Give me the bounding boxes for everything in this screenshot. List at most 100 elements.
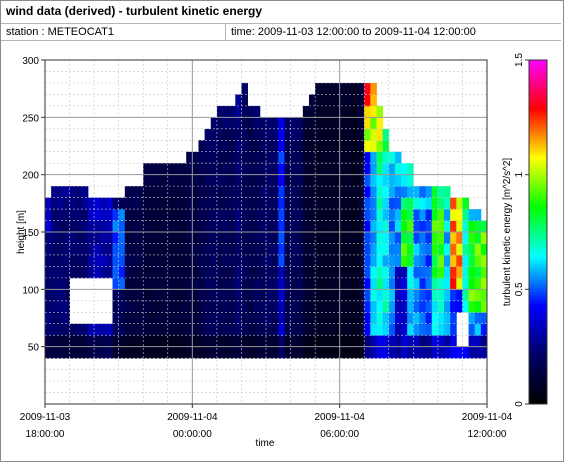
heatmap-cell (394, 209, 402, 221)
heatmap-cell (431, 312, 439, 325)
heatmap-cell (302, 209, 310, 221)
heatmap-cell (192, 300, 199, 313)
heatmap-cell (204, 209, 212, 221)
heatmap-cell (327, 94, 334, 107)
heatmap-cell (358, 312, 365, 325)
heatmap-cell (155, 174, 163, 187)
heatmap-cell (186, 220, 193, 233)
heatmap-cell (474, 277, 482, 290)
heatmap-cell (235, 289, 242, 302)
heatmap-cell (351, 94, 359, 107)
heatmap-cell (345, 197, 353, 210)
heatmap-cell (431, 300, 439, 313)
heatmap-cell (364, 94, 371, 107)
heatmap-cell (235, 220, 242, 233)
heatmap-cell (296, 323, 304, 336)
heatmap-cell (63, 323, 70, 336)
heatmap-cell (431, 186, 439, 198)
heatmap-cell (364, 323, 371, 336)
heatmap-cell (284, 243, 291, 256)
heatmap-cell (272, 289, 279, 302)
heatmap-cell (315, 140, 322, 153)
heatmap-cell (112, 335, 120, 348)
heatmap-cell (223, 209, 230, 221)
heatmap-cell (143, 163, 150, 176)
heatmap-cell (106, 346, 113, 359)
heatmap-cell (161, 266, 169, 279)
heatmap-cell (382, 151, 390, 164)
heatmap-cell (290, 243, 298, 256)
heatmap-cell (247, 128, 255, 141)
heatmap-cell (401, 335, 408, 348)
heatmap-cell (161, 300, 169, 313)
heatmap-cell (130, 197, 138, 210)
heatmap-cell (290, 151, 298, 164)
heatmap-cell (308, 266, 316, 279)
heatmap-cell (210, 243, 218, 256)
heatmap-cell (437, 220, 445, 233)
heatmap-cell (235, 312, 242, 325)
heatmap-cell (351, 277, 359, 290)
heatmap-cell (345, 266, 353, 279)
heatmap-cell (327, 105, 334, 118)
heatmap-cell (333, 117, 341, 130)
heatmap-cell (204, 220, 212, 233)
heatmap-cell (401, 209, 408, 221)
heatmap-cell (284, 186, 291, 198)
heatmap-cell (69, 197, 77, 210)
heatmap-cell (419, 277, 427, 290)
heatmap-cell (308, 346, 316, 359)
y-tick-label: 50 (28, 343, 40, 354)
heatmap-cell (241, 266, 248, 279)
heatmap-cell (247, 117, 255, 130)
heatmap-cell (308, 140, 316, 153)
heatmap-cell (112, 232, 120, 244)
heatmap-cell (364, 140, 371, 153)
heatmap-cell (167, 277, 175, 290)
heatmap-cell (247, 243, 255, 256)
heatmap-cell (456, 277, 463, 290)
heatmap-cell (229, 300, 236, 313)
heatmap-cell (253, 346, 261, 359)
heatmap-cell (247, 232, 255, 244)
heatmap-cell (229, 346, 236, 359)
heatmap-cell (192, 289, 199, 302)
heatmap-cell (180, 254, 187, 267)
heatmap-cell (419, 289, 427, 302)
heatmap-cell (235, 186, 242, 198)
heatmap-cell (259, 277, 267, 290)
heatmap-cell (351, 140, 359, 153)
heatmap-cell (370, 220, 377, 233)
heatmap-cell (437, 232, 445, 244)
heatmap-cell (370, 140, 377, 153)
heatmap-cell (308, 323, 316, 336)
heatmap-cell (45, 232, 52, 244)
heatmap-cell (235, 266, 242, 279)
heatmap-cell (339, 254, 347, 267)
heatmap-cell (118, 232, 126, 244)
heatmap-cell (370, 243, 377, 256)
heatmap-cell (468, 277, 476, 290)
heatmap-cell (315, 94, 322, 107)
heatmap-cell (376, 209, 384, 221)
heatmap-cell (388, 346, 396, 359)
heatmap-cell (382, 163, 390, 176)
heatmap-cell (137, 346, 144, 359)
heatmap-cell (376, 128, 384, 141)
heatmap-cell (290, 312, 298, 325)
heatmap-cell (253, 128, 261, 141)
heatmap-cell (345, 151, 353, 164)
heatmap-cell (235, 197, 242, 210)
heatmap-cell (112, 266, 120, 279)
heatmap-cell (413, 186, 420, 198)
heatmap-cell (437, 335, 445, 348)
heatmap-cell (296, 163, 304, 176)
heatmap-cell (437, 346, 445, 359)
heatmap-cell (302, 140, 310, 153)
heatmap-cell (284, 289, 291, 302)
heatmap-cell (192, 163, 199, 176)
heatmap-cell (124, 312, 132, 325)
heatmap-cell (137, 312, 144, 325)
heatmap-cell (413, 232, 420, 244)
heatmap-cell (247, 346, 255, 359)
